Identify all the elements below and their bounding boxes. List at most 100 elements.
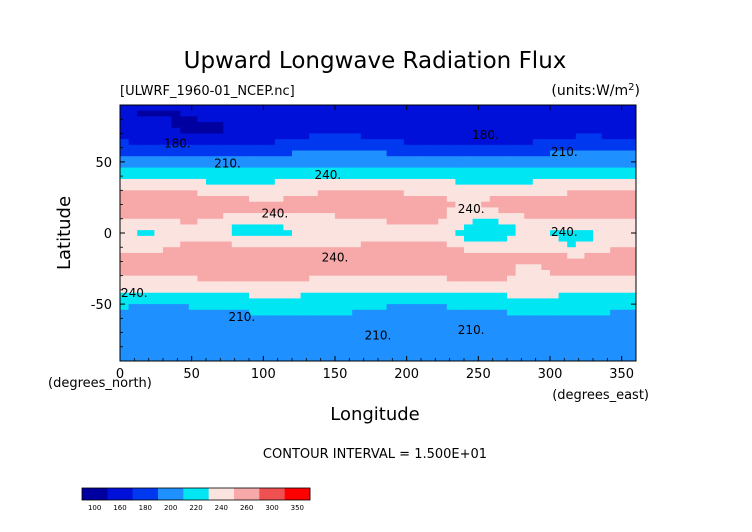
field-cell [386,309,396,317]
field-cell [575,338,585,345]
y-tick-label: 50 [95,156,112,171]
field-cell [455,247,465,254]
field-cell [180,110,190,117]
field-cell [395,178,405,186]
field-cell [292,161,302,169]
field-cell [438,309,448,317]
field-cell [489,338,499,345]
field-cell [532,207,542,214]
field-cell [283,144,293,152]
field-cell [464,298,474,305]
field-cell [550,122,560,129]
field-cell [618,133,628,140]
field-cell [266,326,276,334]
field-cell [137,196,147,203]
field-cell [472,355,482,361]
field-cell [515,235,525,243]
field-cell [257,184,267,191]
field-cell [300,321,310,328]
field-cell [223,235,233,243]
field-cell [240,184,250,191]
field-cell [120,224,130,231]
field-cell [266,144,276,152]
field-cell [386,167,396,174]
field-cell [360,332,370,339]
field-cell [515,127,525,135]
field-cell [206,252,216,260]
field-cell [257,156,267,163]
field-cell [524,201,534,209]
field-cell [360,275,370,282]
colorbar-swatch [284,488,311,500]
field-cell [438,230,448,237]
field-cell [223,156,233,163]
field-cell [206,161,216,169]
field-cell [197,105,207,112]
field-cell [154,338,164,345]
field-cell [378,196,388,203]
field-cell [541,213,551,220]
field-cell [438,144,448,152]
field-cell [154,332,164,339]
field-cell [163,315,173,322]
field-cell [240,207,250,214]
field-cell [214,224,224,231]
field-cell [360,315,370,322]
field-cell [593,207,603,214]
field-cell [369,133,379,140]
field-cell [120,150,130,157]
field-cell [180,196,190,203]
field-cell [558,196,568,203]
field-cell [481,190,491,197]
field-cell [558,161,568,169]
field-cell [489,349,499,356]
field-cell [274,269,284,277]
field-cell [515,230,525,237]
field-cell [567,247,577,254]
field-cell [231,343,241,351]
field-cell [120,167,130,174]
field-cell [627,315,636,322]
field-cell [369,304,379,311]
field-cell [163,105,173,112]
field-cell [352,133,362,140]
field-cell [249,173,259,180]
field-cell [309,190,319,197]
field-cell [489,269,499,277]
field-cell [421,269,431,277]
field-cell [171,127,181,135]
field-cell [386,161,396,169]
field-cell [481,275,491,282]
field-cell [593,156,603,163]
field-cell [472,275,482,282]
field-cell [421,161,431,169]
field-cell [455,133,465,140]
field-cell [515,150,525,157]
field-cell [378,309,388,317]
contour-label: 210. [551,145,578,159]
field-cell [438,241,448,248]
field-cell [309,184,319,191]
field-cell [472,304,482,311]
field-cell [292,258,302,265]
field-cell [472,264,482,271]
field-cell [575,269,585,277]
field-cell [249,139,259,146]
field-cell [300,144,310,152]
field-cell [197,201,207,209]
field-cell [601,258,611,265]
field-cell [412,326,422,334]
field-cell [197,252,207,260]
field-cell [532,156,542,163]
field-cell [120,156,130,163]
field-cell [309,326,319,334]
field-cell [532,161,542,169]
field-cell [240,156,250,163]
field-cell [395,343,405,351]
field-cell [541,150,551,157]
field-cell [515,258,525,265]
field-cell [283,252,293,260]
field-cell [403,252,413,260]
field-cell [206,167,216,174]
field-cell [300,122,310,129]
